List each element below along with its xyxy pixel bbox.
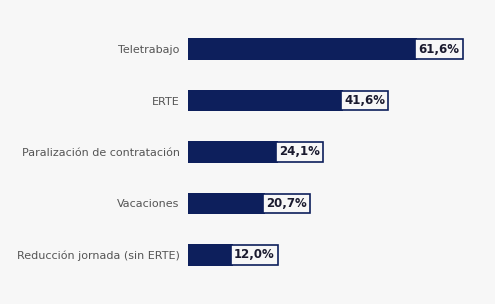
Text: 24,1%: 24,1% <box>279 146 320 158</box>
Bar <box>188 244 233 266</box>
Bar <box>188 193 265 214</box>
Text: 20,7%: 20,7% <box>266 197 307 210</box>
Text: 61,6%: 61,6% <box>418 43 459 56</box>
Text: 41,6%: 41,6% <box>344 94 385 107</box>
Text: 12,0%: 12,0% <box>234 248 275 261</box>
Bar <box>188 38 417 60</box>
Bar <box>188 90 343 111</box>
Bar <box>188 141 278 163</box>
